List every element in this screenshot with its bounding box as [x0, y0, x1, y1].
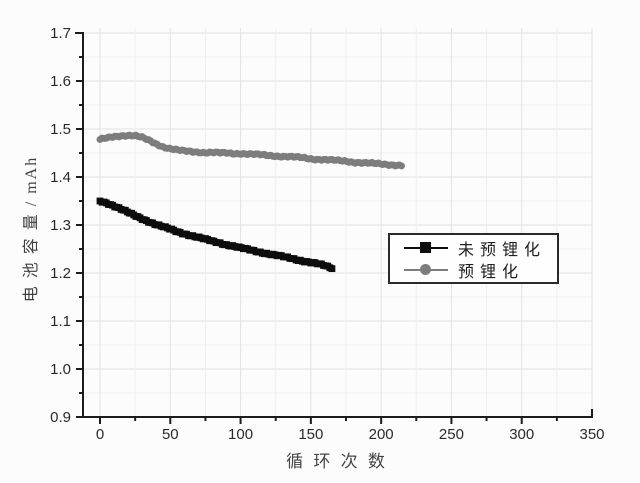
legend-circle-marker-icon	[404, 263, 448, 276]
x-tick-label: 150	[298, 426, 323, 443]
y-tick-label: 1.1	[50, 313, 71, 330]
x-axis-title: 循 环 次 数	[286, 452, 388, 471]
legend-square-marker-icon	[404, 241, 448, 254]
legend-label-unprelithiated: 未 预 锂 化	[458, 241, 542, 259]
y-tick-label: 1.2	[50, 265, 71, 282]
x-tick-label: 200	[369, 426, 394, 443]
y-tick-label: 1.3	[50, 217, 71, 234]
series-prelithiated	[96, 131, 406, 170]
legend-item-unprelithiated: 未 预 锂 化	[404, 237, 549, 259]
tick-labels: 0.9 1.0 1.1 1.2 1.3 1.4 1.5 1.6 1.7 0 50 100 150 200 2…	[50, 25, 604, 443]
y-tick-label: 1.4	[50, 169, 71, 186]
legend-label-prelithiated: 预 锂 化	[458, 263, 520, 281]
x-tick-label: 300	[509, 426, 534, 443]
x-tick-label: 250	[439, 426, 464, 443]
x-tick-label: 0	[96, 426, 104, 443]
legend: 未 预 锂 化 预 锂 化	[388, 233, 559, 284]
y-tick-label: 1.6	[50, 73, 71, 90]
y-tick-label: 1.0	[50, 361, 71, 378]
y-axis-title: 电 池 容 量 / mAh	[23, 155, 40, 303]
legend-item-prelithiated: 预 锂 化	[404, 259, 549, 281]
grid-lines	[83, 28, 593, 417]
y-tick-label: 1.7	[50, 25, 71, 42]
x-tick-label: 50	[162, 426, 179, 443]
y-tick-label: 1.5	[50, 121, 71, 138]
x-tick-label: 100	[228, 426, 253, 443]
series-unprelithiated	[96, 197, 336, 273]
y-tick-label: 0.9	[50, 409, 71, 426]
axis-ticks	[76, 32, 558, 424]
x-tick-label: 350	[579, 426, 604, 443]
